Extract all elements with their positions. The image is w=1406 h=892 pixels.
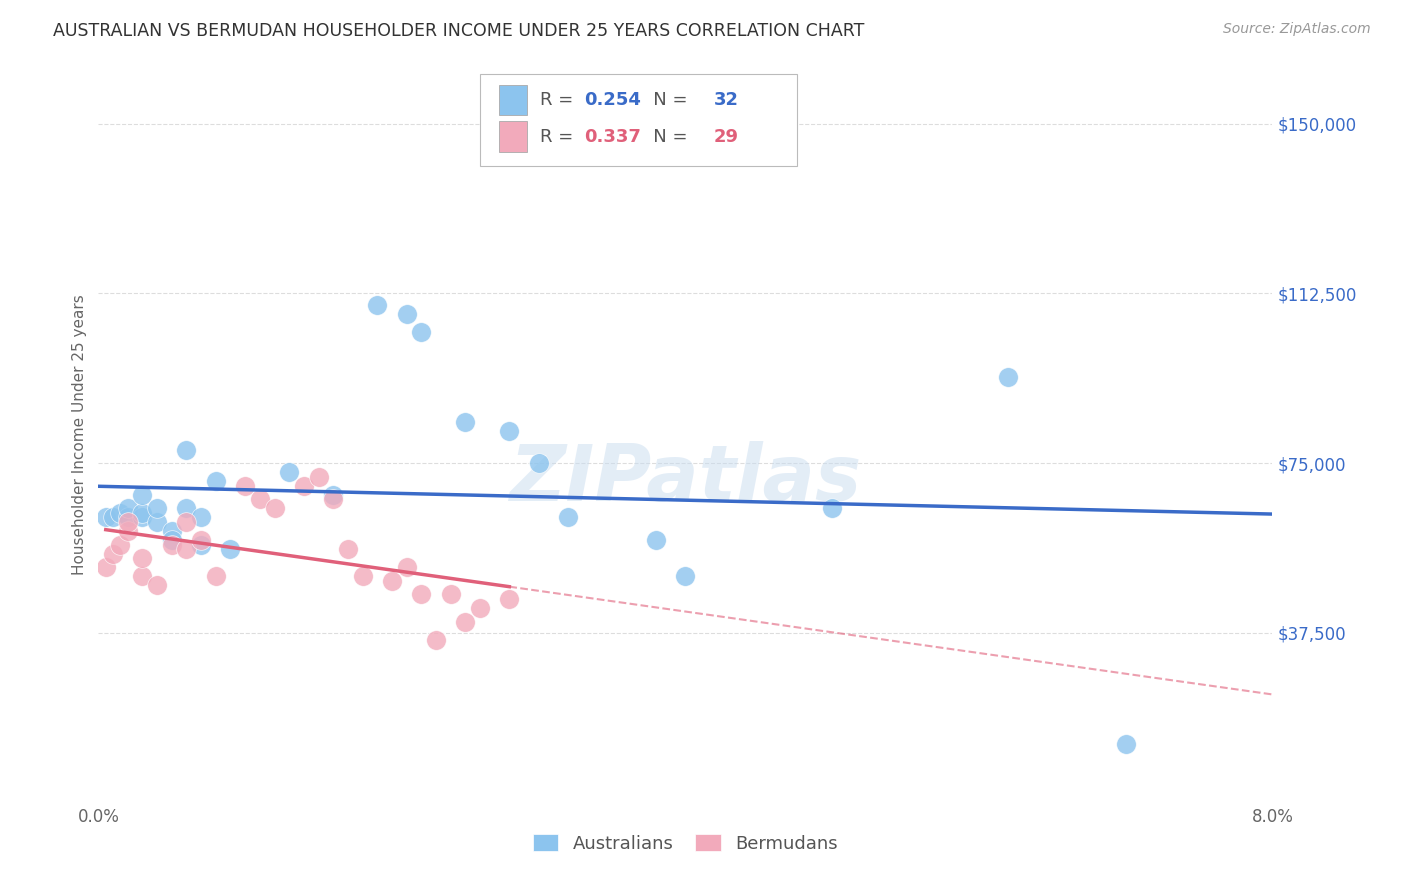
Text: N =: N = — [636, 128, 693, 145]
Point — [117, 515, 139, 529]
Point — [336, 542, 359, 557]
FancyBboxPatch shape — [499, 85, 527, 115]
FancyBboxPatch shape — [479, 74, 797, 166]
Point — [468, 601, 491, 615]
Point — [160, 533, 183, 548]
Point — [176, 501, 198, 516]
Point — [249, 492, 271, 507]
Point — [94, 510, 117, 524]
Point — [395, 307, 418, 321]
Point — [190, 538, 212, 552]
Legend: Australians, Bermudans: Australians, Bermudans — [526, 827, 845, 860]
Point — [146, 515, 169, 529]
FancyBboxPatch shape — [499, 121, 527, 153]
Text: N =: N = — [636, 91, 693, 109]
Point — [110, 538, 132, 552]
Point — [117, 524, 139, 538]
Point — [176, 515, 198, 529]
Point — [821, 501, 844, 516]
Point — [425, 632, 447, 647]
Text: AUSTRALIAN VS BERMUDAN HOUSEHOLDER INCOME UNDER 25 YEARS CORRELATION CHART: AUSTRALIAN VS BERMUDAN HOUSEHOLDER INCOM… — [53, 22, 865, 40]
Text: R =: R = — [540, 91, 579, 109]
Point — [322, 492, 344, 507]
Point — [997, 370, 1019, 384]
Point — [263, 501, 285, 516]
Point — [322, 488, 344, 502]
Point — [110, 506, 132, 520]
Point — [205, 475, 228, 489]
Text: R =: R = — [540, 128, 579, 145]
Point — [160, 524, 183, 538]
Point — [101, 510, 124, 524]
Point — [117, 501, 139, 516]
Point — [498, 425, 520, 439]
Point — [366, 298, 388, 312]
Point — [454, 416, 477, 430]
Point — [190, 510, 212, 524]
Point — [190, 533, 212, 548]
Text: 0.337: 0.337 — [585, 128, 641, 145]
Point — [440, 587, 463, 601]
Point — [395, 560, 418, 574]
Point — [176, 442, 198, 457]
Point — [352, 569, 374, 583]
Text: ZIPatlas: ZIPatlas — [509, 441, 862, 517]
Point — [131, 510, 153, 524]
Point — [498, 592, 520, 607]
Point — [454, 615, 477, 629]
Point — [205, 569, 228, 583]
Text: 0.254: 0.254 — [585, 91, 641, 109]
Point — [233, 479, 256, 493]
Point — [160, 538, 183, 552]
Point — [527, 456, 550, 470]
Point — [101, 547, 124, 561]
Point — [146, 578, 169, 592]
Point — [117, 510, 139, 524]
Point — [131, 569, 153, 583]
Point — [675, 569, 697, 583]
Point — [381, 574, 404, 588]
Text: 32: 32 — [714, 91, 738, 109]
Point — [645, 533, 668, 548]
Point — [278, 465, 301, 479]
Point — [411, 325, 433, 339]
Text: 29: 29 — [714, 128, 738, 145]
Text: Source: ZipAtlas.com: Source: ZipAtlas.com — [1223, 22, 1371, 37]
Point — [411, 587, 433, 601]
Y-axis label: Householder Income Under 25 years: Householder Income Under 25 years — [72, 294, 87, 575]
Point — [131, 488, 153, 502]
Point — [1115, 737, 1137, 751]
Point — [176, 542, 198, 557]
Point — [308, 469, 330, 483]
Point — [557, 510, 579, 524]
Point — [146, 501, 169, 516]
Point — [219, 542, 242, 557]
Point — [94, 560, 117, 574]
Point — [292, 479, 315, 493]
Point — [131, 551, 153, 566]
Point — [131, 506, 153, 520]
